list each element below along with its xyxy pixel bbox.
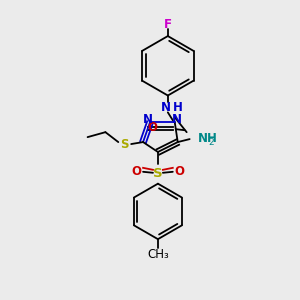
Text: S: S: [153, 167, 163, 180]
Text: F: F: [164, 18, 172, 31]
Text: H: H: [173, 101, 183, 114]
Text: O: O: [131, 165, 141, 178]
Text: N: N: [143, 113, 153, 126]
Text: NH: NH: [198, 132, 218, 145]
Text: O: O: [147, 121, 157, 134]
Text: 2: 2: [208, 138, 214, 147]
Text: O: O: [175, 165, 185, 178]
Text: N: N: [172, 113, 182, 126]
Text: CH₃: CH₃: [147, 248, 169, 260]
Text: N: N: [161, 101, 171, 114]
Text: S: S: [120, 138, 128, 151]
